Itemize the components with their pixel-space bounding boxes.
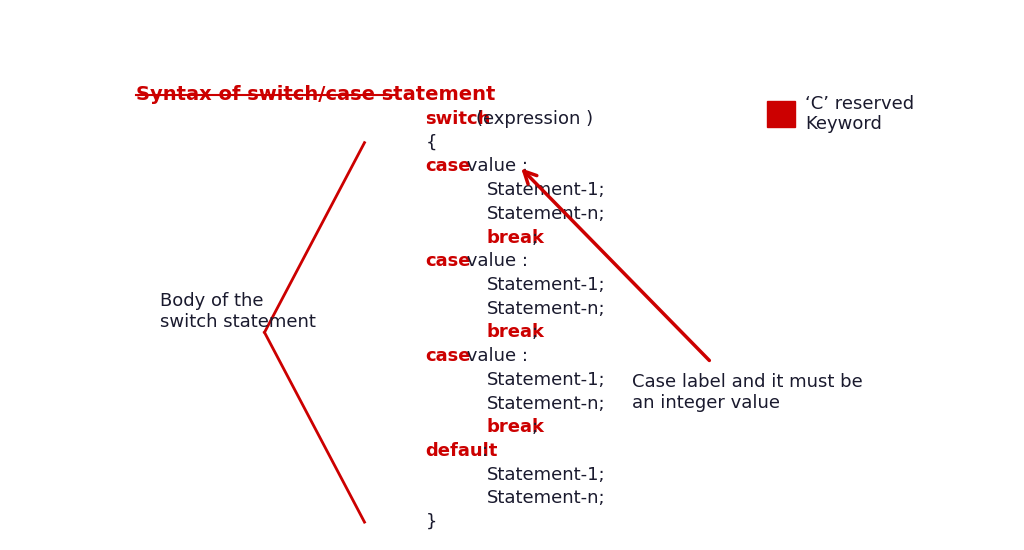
Text: :: : — [481, 442, 487, 460]
Text: ;: ; — [531, 418, 538, 436]
Text: value :: value : — [461, 347, 527, 365]
Text: Statement-1;: Statement-1; — [486, 181, 605, 199]
Text: switch: switch — [426, 110, 490, 128]
Text: Statement-1;: Statement-1; — [486, 371, 605, 389]
Text: case: case — [426, 157, 471, 175]
Text: default: default — [426, 442, 498, 460]
Text: {: { — [426, 134, 437, 152]
Text: case: case — [426, 347, 471, 365]
Text: break: break — [486, 323, 545, 342]
Text: }: } — [426, 513, 437, 531]
Text: value :: value : — [461, 252, 527, 270]
Bar — [767, 101, 796, 128]
Text: Statement-n;: Statement-n; — [486, 205, 605, 223]
Text: value :: value : — [461, 157, 527, 175]
Text: ‘C’ reserved
Keyword: ‘C’ reserved Keyword — [805, 95, 914, 134]
Text: Case label and it must be
an integer value: Case label and it must be an integer val… — [632, 373, 862, 412]
Text: Syntax of switch/case statement: Syntax of switch/case statement — [136, 85, 496, 104]
Text: Statement-n;: Statement-n; — [486, 300, 605, 318]
Text: Statement-n;: Statement-n; — [486, 490, 605, 508]
Text: break: break — [486, 228, 545, 246]
Text: ;: ; — [531, 323, 538, 342]
Text: (expression ): (expression ) — [476, 110, 593, 128]
Text: break: break — [486, 418, 545, 436]
Text: Statement-1;: Statement-1; — [486, 276, 605, 294]
Text: case: case — [426, 252, 471, 270]
Text: ;: ; — [531, 228, 538, 246]
Text: Statement-1;: Statement-1; — [486, 466, 605, 483]
Text: Body of the
switch statement: Body of the switch statement — [160, 292, 315, 331]
Text: Statement-n;: Statement-n; — [486, 394, 605, 412]
